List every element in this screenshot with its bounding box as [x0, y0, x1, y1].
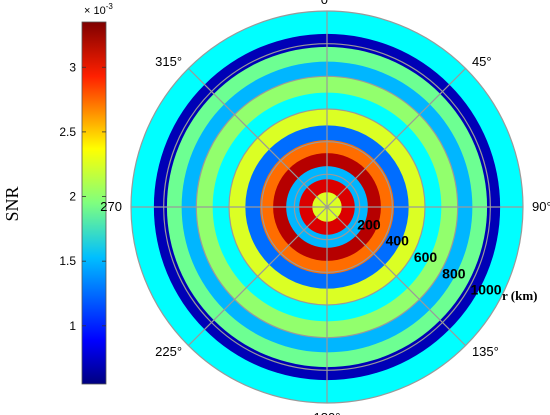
angular-tick-label: 315° — [155, 54, 182, 69]
radial-axis-label: r (km) — [502, 288, 538, 303]
angular-tick-label: 270 — [100, 199, 122, 214]
radial-tick-label: 800 — [442, 265, 466, 281]
polar-grid-spoke — [187, 67, 328, 208]
polar-grid-spokes — [131, 11, 523, 403]
colorbar-axis-label: SNR — [2, 186, 22, 221]
angular-tick-label: 135° — [472, 344, 499, 359]
angular-tick-label: 90° — [532, 199, 550, 214]
angular-tick-labels: 0° 45° 90° 135° 180° 225° 270 315° — [100, 0, 550, 415]
colorbar-tick-label: 2.5 — [59, 125, 76, 139]
colorbar-exponent-label: × 10-3 — [84, 2, 113, 17]
polar-grid-spoke — [326, 206, 467, 347]
colorbar-tick-label: 3 — [69, 60, 76, 74]
radial-tick-label: 400 — [386, 233, 410, 249]
colorbar-ticks: 1 1.5 2 2.5 3 — [59, 60, 106, 333]
angular-tick-label: 225° — [155, 344, 182, 359]
angular-tick-label: 45° — [472, 54, 492, 69]
radial-tick-label: 200 — [357, 216, 381, 232]
radial-tick-label: 1000 — [470, 282, 501, 298]
polar-grid-spoke — [326, 67, 467, 208]
colorbar-gradient — [81, 21, 107, 385]
colorbar-tick-label: 1.5 — [59, 254, 76, 268]
colorbar: 1 1.5 2 2.5 3 × 10-3 SNR — [2, 2, 113, 385]
angular-tick-label: 180° — [314, 410, 341, 415]
polar-plot: 0° 45° 90° 135° 180° 225° 270 315° 200 400600800… — [100, 0, 550, 415]
polar-grid-spoke — [187, 206, 328, 347]
colorbar-tick-label: 1 — [69, 319, 76, 333]
colorbar-tick-label: 2 — [69, 190, 76, 204]
angular-tick-label: 0° — [321, 0, 333, 7]
radial-tick-label: 600 — [414, 249, 438, 265]
